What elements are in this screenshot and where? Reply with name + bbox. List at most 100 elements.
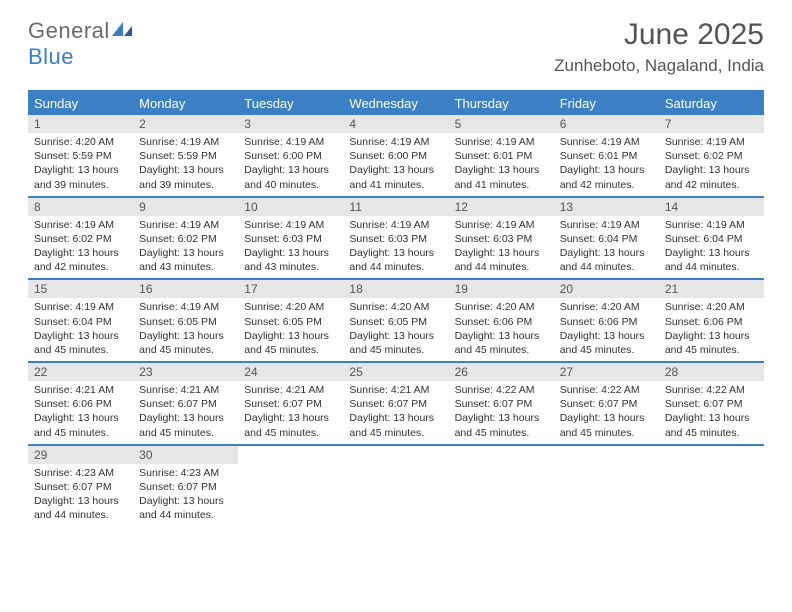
day-number: 1 <box>28 115 133 133</box>
weeks-container: 1Sunrise: 4:20 AMSunset: 5:59 PMDaylight… <box>28 115 764 526</box>
day-number: 17 <box>238 280 343 298</box>
weekday-header: Monday <box>133 92 238 115</box>
sunrise-text: Sunrise: 4:19 AM <box>139 135 232 149</box>
day-number: 18 <box>343 280 448 298</box>
day-number: 12 <box>449 198 554 216</box>
day-details: Sunrise: 4:19 AMSunset: 6:03 PMDaylight:… <box>238 216 343 279</box>
sunrise-text: Sunrise: 4:19 AM <box>244 218 337 232</box>
calendar-day: 30Sunrise: 4:23 AMSunset: 6:07 PMDayligh… <box>133 446 238 527</box>
sunrise-text: Sunrise: 4:20 AM <box>455 300 548 314</box>
sunrise-text: Sunrise: 4:23 AM <box>34 466 127 480</box>
sunrise-text: Sunrise: 4:22 AM <box>665 383 758 397</box>
weekday-header-row: SundayMondayTuesdayWednesdayThursdayFrid… <box>28 92 764 115</box>
logo-text-blue: Blue <box>28 44 74 69</box>
daylight-text: Daylight: 13 hours and 43 minutes. <box>139 246 232 274</box>
sunrise-text: Sunrise: 4:19 AM <box>34 218 127 232</box>
sunrise-text: Sunrise: 4:19 AM <box>139 300 232 314</box>
sunset-text: Sunset: 6:00 PM <box>244 149 337 163</box>
week-row: 29Sunrise: 4:23 AMSunset: 6:07 PMDayligh… <box>28 446 764 527</box>
sunset-text: Sunset: 6:00 PM <box>349 149 442 163</box>
daylight-text: Daylight: 13 hours and 45 minutes. <box>349 329 442 357</box>
daylight-text: Daylight: 13 hours and 43 minutes. <box>244 246 337 274</box>
sunrise-text: Sunrise: 4:19 AM <box>349 218 442 232</box>
weekday-header: Wednesday <box>343 92 448 115</box>
day-details: Sunrise: 4:19 AMSunset: 6:05 PMDaylight:… <box>133 298 238 361</box>
day-number: 23 <box>133 363 238 381</box>
sunset-text: Sunset: 6:06 PM <box>665 315 758 329</box>
calendar-day: 4Sunrise: 4:19 AMSunset: 6:00 PMDaylight… <box>343 115 448 196</box>
day-details: Sunrise: 4:19 AMSunset: 6:04 PMDaylight:… <box>659 216 764 279</box>
daylight-text: Daylight: 13 hours and 45 minutes. <box>665 329 758 357</box>
calendar-day: 9Sunrise: 4:19 AMSunset: 6:02 PMDaylight… <box>133 198 238 279</box>
sunrise-text: Sunrise: 4:19 AM <box>665 135 758 149</box>
sunset-text: Sunset: 6:02 PM <box>139 232 232 246</box>
daylight-text: Daylight: 13 hours and 42 minutes. <box>665 163 758 191</box>
day-details: Sunrise: 4:19 AMSunset: 6:04 PMDaylight:… <box>28 298 133 361</box>
calendar-day: 12Sunrise: 4:19 AMSunset: 6:03 PMDayligh… <box>449 198 554 279</box>
header: General Blue June 2025 Zunheboto, Nagala… <box>0 0 792 82</box>
sunrise-text: Sunrise: 4:21 AM <box>34 383 127 397</box>
daylight-text: Daylight: 13 hours and 44 minutes. <box>665 246 758 274</box>
daylight-text: Daylight: 13 hours and 45 minutes. <box>244 411 337 439</box>
day-details: Sunrise: 4:19 AMSunset: 5:59 PMDaylight:… <box>133 133 238 196</box>
calendar-day: 21Sunrise: 4:20 AMSunset: 6:06 PMDayligh… <box>659 280 764 361</box>
sunset-text: Sunset: 6:04 PM <box>34 315 127 329</box>
daylight-text: Daylight: 13 hours and 41 minutes. <box>455 163 548 191</box>
day-details: Sunrise: 4:21 AMSunset: 6:07 PMDaylight:… <box>238 381 343 444</box>
week-row: 1Sunrise: 4:20 AMSunset: 5:59 PMDaylight… <box>28 115 764 198</box>
sunset-text: Sunset: 6:05 PM <box>349 315 442 329</box>
week-row: 22Sunrise: 4:21 AMSunset: 6:06 PMDayligh… <box>28 363 764 446</box>
calendar-day: 1Sunrise: 4:20 AMSunset: 5:59 PMDaylight… <box>28 115 133 196</box>
day-number: 2 <box>133 115 238 133</box>
calendar-day: 3Sunrise: 4:19 AMSunset: 6:00 PMDaylight… <box>238 115 343 196</box>
day-number: 30 <box>133 446 238 464</box>
sunset-text: Sunset: 6:07 PM <box>139 397 232 411</box>
calendar-day: 13Sunrise: 4:19 AMSunset: 6:04 PMDayligh… <box>554 198 659 279</box>
sunrise-text: Sunrise: 4:20 AM <box>560 300 653 314</box>
sunset-text: Sunset: 6:06 PM <box>560 315 653 329</box>
day-details: Sunrise: 4:19 AMSunset: 6:02 PMDaylight:… <box>28 216 133 279</box>
sunrise-text: Sunrise: 4:19 AM <box>455 135 548 149</box>
day-details: Sunrise: 4:19 AMSunset: 6:00 PMDaylight:… <box>238 133 343 196</box>
day-number: 29 <box>28 446 133 464</box>
sunset-text: Sunset: 6:07 PM <box>455 397 548 411</box>
day-details: Sunrise: 4:21 AMSunset: 6:07 PMDaylight:… <box>133 381 238 444</box>
calendar-day: 7Sunrise: 4:19 AMSunset: 6:02 PMDaylight… <box>659 115 764 196</box>
sunrise-text: Sunrise: 4:20 AM <box>349 300 442 314</box>
daylight-text: Daylight: 13 hours and 39 minutes. <box>34 163 127 191</box>
day-details: Sunrise: 4:20 AMSunset: 6:05 PMDaylight:… <box>238 298 343 361</box>
day-number: 26 <box>449 363 554 381</box>
day-number: 3 <box>238 115 343 133</box>
day-number: 25 <box>343 363 448 381</box>
day-details: Sunrise: 4:23 AMSunset: 6:07 PMDaylight:… <box>28 464 133 527</box>
sunset-text: Sunset: 5:59 PM <box>34 149 127 163</box>
day-number: 9 <box>133 198 238 216</box>
sunset-text: Sunset: 6:04 PM <box>560 232 653 246</box>
sunrise-text: Sunrise: 4:21 AM <box>349 383 442 397</box>
calendar-day: 11Sunrise: 4:19 AMSunset: 6:03 PMDayligh… <box>343 198 448 279</box>
sunset-text: Sunset: 6:02 PM <box>34 232 127 246</box>
sunset-text: Sunset: 6:07 PM <box>244 397 337 411</box>
calendar-day: 27Sunrise: 4:22 AMSunset: 6:07 PMDayligh… <box>554 363 659 444</box>
weekday-header: Tuesday <box>238 92 343 115</box>
day-number: 13 <box>554 198 659 216</box>
sunset-text: Sunset: 6:07 PM <box>34 480 127 494</box>
sunrise-text: Sunrise: 4:21 AM <box>244 383 337 397</box>
calendar-day: 20Sunrise: 4:20 AMSunset: 6:06 PMDayligh… <box>554 280 659 361</box>
calendar-day: 22Sunrise: 4:21 AMSunset: 6:06 PMDayligh… <box>28 363 133 444</box>
day-details: Sunrise: 4:22 AMSunset: 6:07 PMDaylight:… <box>449 381 554 444</box>
daylight-text: Daylight: 13 hours and 40 minutes. <box>244 163 337 191</box>
sunset-text: Sunset: 6:07 PM <box>665 397 758 411</box>
sunset-text: Sunset: 6:05 PM <box>139 315 232 329</box>
day-details: Sunrise: 4:20 AMSunset: 6:06 PMDaylight:… <box>554 298 659 361</box>
logo: General Blue <box>28 18 134 70</box>
daylight-text: Daylight: 13 hours and 45 minutes. <box>560 411 653 439</box>
daylight-text: Daylight: 13 hours and 45 minutes. <box>34 411 127 439</box>
sunrise-text: Sunrise: 4:23 AM <box>139 466 232 480</box>
day-number: 15 <box>28 280 133 298</box>
calendar-day: 17Sunrise: 4:20 AMSunset: 6:05 PMDayligh… <box>238 280 343 361</box>
day-details: Sunrise: 4:19 AMSunset: 6:01 PMDaylight:… <box>554 133 659 196</box>
daylight-text: Daylight: 13 hours and 45 minutes. <box>244 329 337 357</box>
day-details: Sunrise: 4:22 AMSunset: 6:07 PMDaylight:… <box>554 381 659 444</box>
sunset-text: Sunset: 6:03 PM <box>244 232 337 246</box>
